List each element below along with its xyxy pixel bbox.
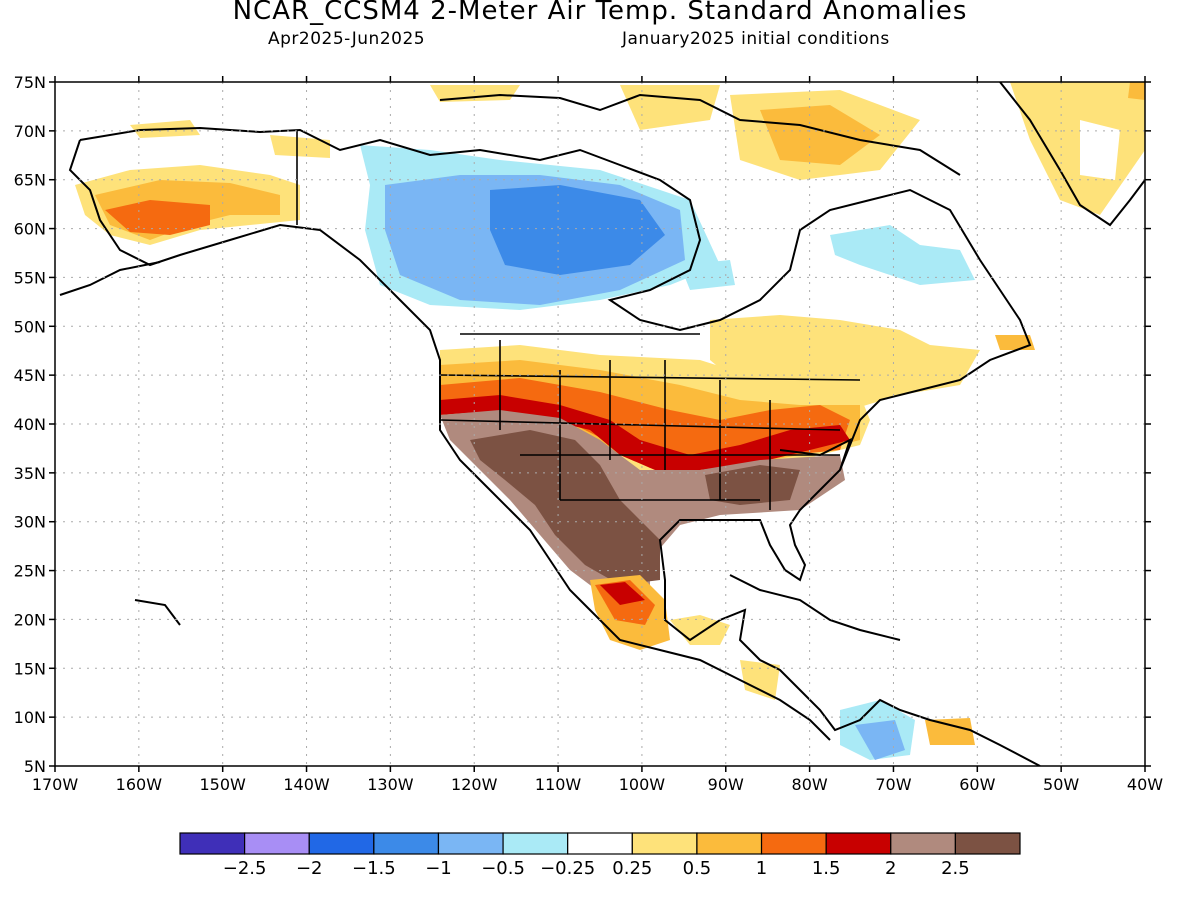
- colorbar-swatch: [696, 832, 763, 855]
- forecast-period: Apr2025-Jun2025: [268, 29, 426, 49]
- lat-label: 50N: [14, 317, 46, 336]
- colorbar-label: −0.25: [540, 858, 595, 879]
- colorbar-label: 1.5: [812, 858, 841, 879]
- lat-label: 25N: [14, 562, 46, 581]
- colorbar-swatch: [890, 832, 956, 855]
- colorbar-label: −0.5: [481, 858, 525, 879]
- colorbar-swatch: [567, 832, 633, 855]
- lat-label: 15N: [14, 659, 46, 678]
- lon-labels: 170W 160W 150W 140W 130W 120W 110W 100W 90W 80W 70…: [32, 775, 1163, 794]
- coastlines: [59, 82, 1145, 766]
- lat-label: 30N: [14, 513, 46, 532]
- political-borders: [296, 130, 861, 510]
- lon-label: 80W: [792, 775, 828, 794]
- colorbar-swatch: [373, 832, 440, 855]
- lon-label: 40W: [1127, 775, 1163, 794]
- lat-label: 60N: [14, 220, 46, 239]
- lat-label: 5N: [24, 757, 46, 776]
- map-title: NCAR_CCSM4 2-Meter Air Temp. Standard An…: [232, 0, 968, 26]
- colorbar-swatch: [954, 832, 1021, 855]
- lon-label: 50W: [1043, 775, 1079, 794]
- anomaly-fill: [75, 82, 1145, 760]
- lon-label: 170W: [32, 775, 79, 794]
- lat-label: 10N: [14, 708, 46, 727]
- lon-label: 110W: [535, 775, 582, 794]
- lon-label: 140W: [283, 775, 330, 794]
- colorbar-labels: −2.5 −2 −1.5 −1 −0.5 −0.25 0.25 0.5 1 1.5 2 2.5: [223, 858, 970, 879]
- colorbar-label: 2: [885, 858, 896, 879]
- colorbar-swatch: [760, 832, 827, 855]
- colorbar-label: −1.5: [352, 858, 396, 879]
- colorbar-swatch: [244, 832, 310, 855]
- colorbar-swatch: [437, 832, 504, 855]
- lon-label: 150W: [200, 775, 247, 794]
- axis-ticks: [49, 76, 1151, 772]
- lon-label: 120W: [451, 775, 498, 794]
- colorbar-label: −2.5: [223, 858, 267, 879]
- colorbar-label: 0.25: [612, 858, 652, 879]
- colorbar-label: 2.5: [941, 858, 970, 879]
- colorbar-label: 0.5: [683, 858, 712, 879]
- lon-label: 160W: [116, 775, 163, 794]
- lat-label: 75N: [14, 73, 46, 92]
- lat-label: 35N: [14, 464, 46, 483]
- colorbar-swatch: [631, 832, 698, 855]
- colorbar-label: 1: [756, 858, 767, 879]
- lon-label: 100W: [619, 775, 666, 794]
- lat-label: 40N: [14, 415, 46, 434]
- colorbar-label: −2: [296, 858, 323, 879]
- lat-label: 55N: [14, 268, 46, 287]
- lat-label: 65N: [14, 171, 46, 190]
- lon-label: 70W: [875, 775, 911, 794]
- lon-label: 130W: [367, 775, 414, 794]
- lon-label: 60W: [959, 775, 995, 794]
- graticule: [55, 82, 1145, 766]
- colorbar-label: −1: [425, 858, 452, 879]
- colorbar-swatch: [502, 832, 569, 855]
- lon-label: 90W: [708, 775, 744, 794]
- colorbar: [179, 832, 1021, 855]
- colorbar-swatch: [179, 832, 246, 855]
- lat-label: 20N: [14, 610, 46, 629]
- lat-labels: 75N 70N 65N 60N 55N 50N 45N 40N 35N 30N 25N 20N 15N 1…: [14, 73, 46, 776]
- initial-conditions: January2025 initial conditions: [622, 29, 890, 49]
- lat-label: 70N: [14, 122, 46, 141]
- colorbar-swatch: [825, 832, 892, 855]
- colorbar-swatch: [308, 832, 375, 855]
- lat-label: 45N: [14, 366, 46, 385]
